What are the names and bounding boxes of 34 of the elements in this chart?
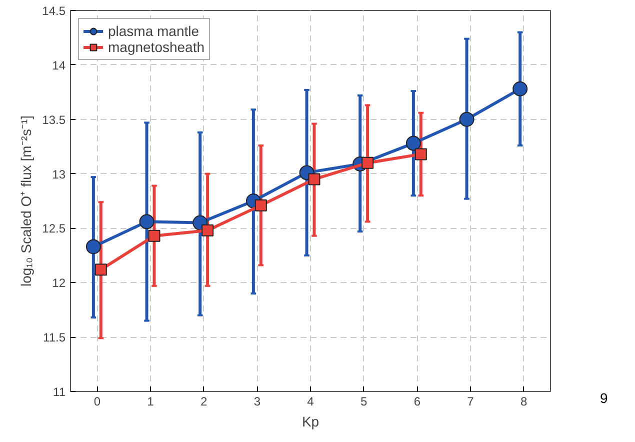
legend-label: plasma mantle <box>108 23 200 39</box>
x-axis-title: Kp <box>302 414 320 430</box>
point <box>202 224 214 236</box>
x-tick-label: 7 <box>467 394 474 408</box>
point <box>414 148 427 160</box>
y-tick-label: 11.5 <box>43 330 66 345</box>
y-tick-label: 13.5 <box>42 112 66 127</box>
x-tick-label: 0 <box>94 394 101 408</box>
x-tick-label: 1 <box>147 394 154 408</box>
point <box>512 81 528 96</box>
legend-label: magnetosheath <box>108 39 205 55</box>
x-tick-label: 6 <box>414 394 421 408</box>
point <box>86 239 101 254</box>
point <box>459 112 474 127</box>
y-tick-label: 14.5 <box>42 4 66 18</box>
y-axis-title: log₁₀ Scaled O⁺ flux [m⁻²s⁻¹] <box>18 115 34 287</box>
x-tick-label: 5 <box>360 394 368 408</box>
point <box>148 230 160 242</box>
x-tick-label: 3 <box>254 394 261 408</box>
point <box>406 136 421 151</box>
x-tick-label: 8 <box>520 394 528 408</box>
point <box>139 214 154 230</box>
point <box>362 156 374 169</box>
y-tick-label: 13 <box>52 167 66 182</box>
y-tick-label: 12 <box>52 276 66 290</box>
point <box>254 199 267 212</box>
text: 9 <box>600 389 608 408</box>
point <box>308 173 320 186</box>
y-tick-label: 11 <box>53 385 66 399</box>
x-tick-label: 2 <box>200 394 208 408</box>
point <box>94 264 107 276</box>
y-tick-label: 12.5 <box>42 222 66 236</box>
x-tick-label: 4 <box>307 394 314 408</box>
y-tick-label: 14 <box>52 58 66 72</box>
